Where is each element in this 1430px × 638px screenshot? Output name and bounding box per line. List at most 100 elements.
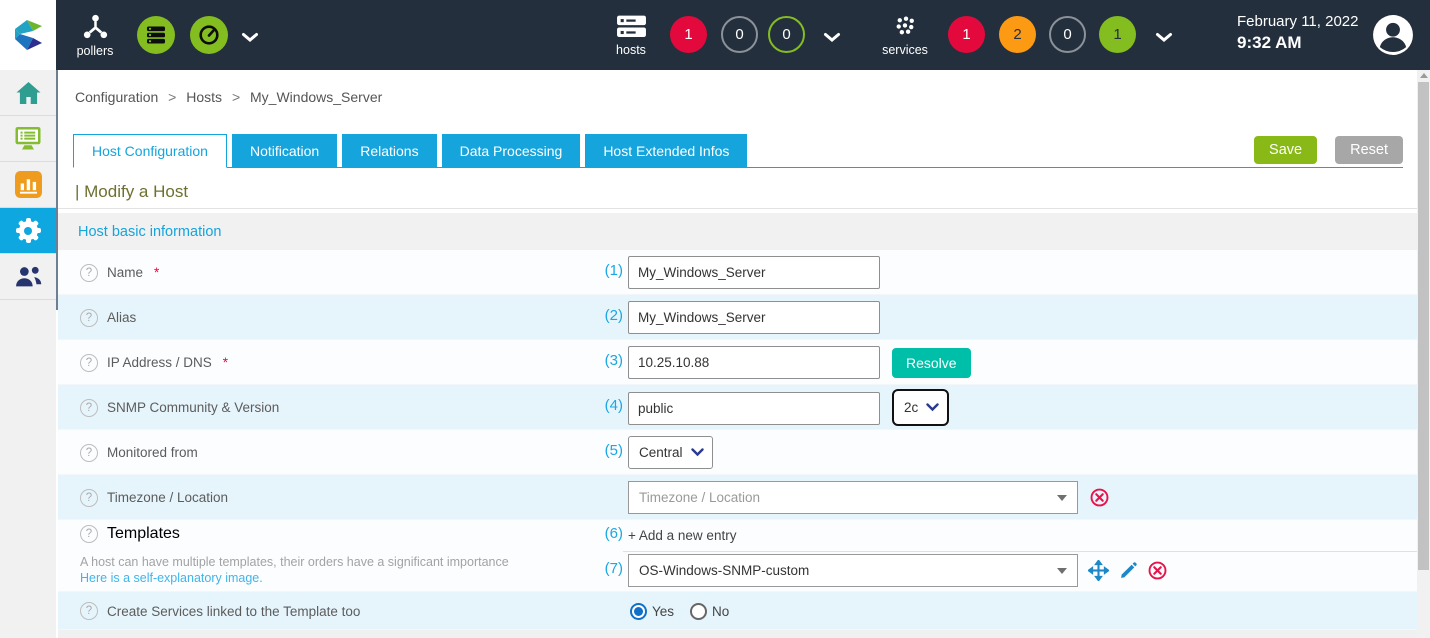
snmp-community-input[interactable] [628, 392, 880, 425]
services-warning-badge[interactable]: 2 [999, 16, 1036, 53]
add-template-entry-link[interactable]: + Add a new entry [628, 528, 737, 543]
breadcrumb-hosts[interactable]: Hosts [186, 89, 223, 105]
users-icon [15, 266, 41, 287]
tab-host-configuration[interactable]: Host Configuration [73, 134, 227, 168]
template-combobox[interactable]: OS-Windows-SNMP-custom [628, 554, 1078, 587]
breadcrumb: Configuration > Hosts > My_Windows_Serve… [75, 89, 388, 105]
vertical-scrollbar[interactable] [1417, 70, 1430, 638]
move-icon [1088, 560, 1109, 581]
template-move-handle[interactable] [1088, 560, 1109, 581]
timezone-placeholder: Timezone / Location [639, 490, 761, 505]
sidebar-item-administration[interactable] [0, 254, 56, 300]
remove-circle-icon [1148, 561, 1167, 580]
breadcrumb-separator: > [231, 89, 241, 105]
templates-help-link[interactable]: Here is a self-explanatory image. [80, 571, 263, 585]
snmp-version-value: 2c [904, 400, 919, 415]
hosts-unreachable-badge[interactable]: 0 [721, 16, 758, 53]
help-icon[interactable]: ? [80, 398, 98, 417]
services-expand-chevron-icon[interactable] [1155, 30, 1173, 48]
remove-circle-icon [1090, 488, 1109, 507]
help-icon[interactable]: ? [80, 308, 98, 327]
tab-data-processing[interactable]: Data Processing [441, 134, 581, 167]
sidebar-item-monitoring[interactable] [0, 116, 56, 162]
snmp-version-select[interactable]: 2c [892, 389, 950, 426]
form-row-ip-address: ? IP Address / DNS * (3) Resolve [58, 340, 1417, 385]
tab-notification[interactable]: Notification [231, 134, 338, 167]
template-edit-button[interactable] [1119, 561, 1138, 580]
radio-selected-icon [630, 602, 647, 620]
alias-label: Alias [107, 310, 137, 325]
sidebar-item-home[interactable] [0, 70, 56, 116]
user-avatar[interactable] [1372, 14, 1414, 56]
save-button[interactable]: Save [1254, 136, 1318, 164]
form-actions: Save Reset [1254, 136, 1403, 164]
monitored-from-label: Monitored from [107, 445, 198, 460]
user-icon [1373, 15, 1413, 55]
help-icon[interactable]: ? [80, 602, 98, 620]
form-row-timezone: ? Timezone / Location Timezone / Locatio… [58, 475, 1417, 520]
tab-host-extended-infos[interactable]: Host Extended Infos [585, 134, 748, 167]
timezone-combobox[interactable]: Timezone / Location [628, 481, 1078, 514]
home-icon [16, 81, 40, 104]
form-row-templates: ? Templates (6) + Add a new entry A host… [58, 520, 1417, 592]
dropdown-caret-icon [1057, 494, 1067, 501]
services-icon [896, 16, 914, 34]
sidebar-item-configuration[interactable] [0, 208, 56, 254]
ip-address-input[interactable] [628, 346, 880, 379]
create-services-yes-radio[interactable]: Yes [630, 602, 674, 620]
name-input[interactable] [628, 256, 880, 289]
help-icon[interactable]: ? [80, 443, 98, 462]
hosts-up-badge[interactable]: 0 [768, 16, 805, 53]
hosts-icon [616, 15, 646, 37]
breadcrumb-configuration[interactable]: Configuration [75, 89, 159, 105]
name-label: Name [107, 265, 144, 280]
sidebar-item-reporting[interactable] [0, 162, 56, 208]
title-divider [58, 208, 1417, 209]
services-ok-badge[interactable]: 1 [1099, 16, 1136, 53]
reset-button[interactable]: Reset [1335, 136, 1403, 164]
hosts-expand-chevron-icon[interactable] [823, 30, 841, 48]
services-menu[interactable]: services [876, 0, 934, 70]
templates-label: Templates [107, 525, 180, 542]
dropdown-caret-icon [1057, 567, 1067, 574]
breadcrumb-current-host: My_Windows_Server [250, 89, 383, 105]
pollers-expand-chevron-icon[interactable] [241, 30, 259, 48]
tab-relations[interactable]: Relations [342, 134, 437, 167]
services-unknown-badge[interactable]: 0 [1049, 16, 1086, 53]
hosts-menu[interactable]: hosts [604, 0, 658, 70]
timezone-clear-button[interactable] [1090, 488, 1109, 507]
gear-icon [15, 217, 42, 244]
form-rows: ? Name * (1) ? Alias (2) [58, 250, 1417, 630]
tab-bar: Host Configuration Notification Relation… [73, 133, 1403, 168]
template-delete-button[interactable] [1148, 561, 1167, 580]
monitoring-icon [15, 127, 41, 150]
form-row-create-services: ? Create Services linked to the Template… [58, 592, 1417, 630]
annotation-2: (2) [604, 307, 623, 324]
pollers-menu[interactable]: pollers [66, 0, 124, 70]
monitored-from-select[interactable]: Central [628, 436, 713, 469]
services-label: services [882, 42, 928, 57]
help-icon[interactable]: ? [80, 525, 98, 543]
scroll-up-arrow-icon[interactable] [1420, 73, 1428, 78]
services-critical-badge[interactable]: 1 [948, 16, 985, 53]
poller-latency-ok-button[interactable] [190, 16, 228, 54]
hosts-label: hosts [616, 42, 646, 57]
poller-status-ok-button[interactable] [137, 16, 175, 54]
centreon-logo[interactable] [0, 0, 56, 70]
hosts-down-badge[interactable]: 1 [670, 16, 707, 53]
create-services-no-radio[interactable]: No [690, 602, 729, 620]
annotation-1: (1) [604, 262, 623, 279]
ip-address-label: IP Address / DNS [107, 355, 212, 370]
bar-chart-icon [14, 171, 42, 198]
help-icon[interactable]: ? [80, 488, 98, 507]
section-host-basic-information: Host basic information [58, 213, 1417, 250]
resolve-button[interactable]: Resolve [892, 347, 971, 378]
snmp-label: SNMP Community & Version [107, 400, 280, 415]
help-icon[interactable]: ? [80, 353, 98, 372]
alias-input[interactable] [628, 301, 880, 334]
centreon-logo-icon [15, 20, 42, 50]
help-icon[interactable]: ? [80, 263, 98, 282]
annotation-7: (7) [604, 560, 623, 577]
scrollbar-thumb[interactable] [1418, 82, 1429, 570]
